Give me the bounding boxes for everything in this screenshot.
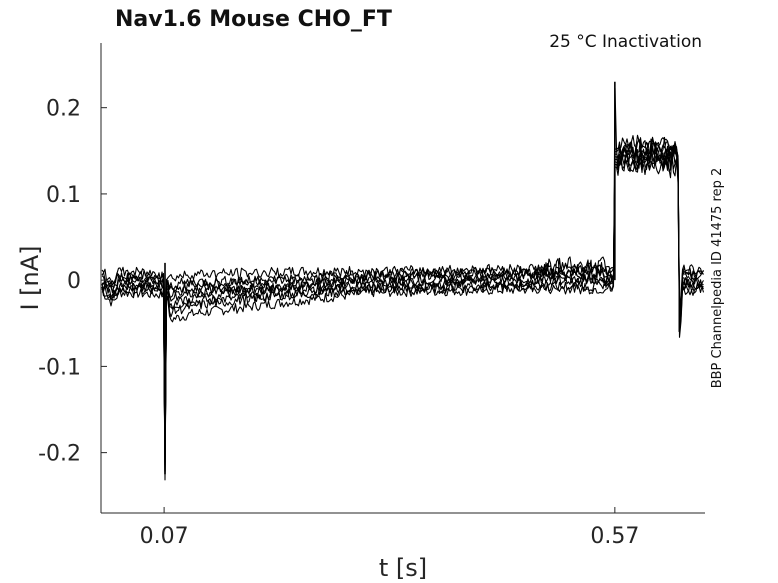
chart-subtitle: 25 °C Inactivation [549,32,702,52]
chart-title: Nav1.6 Mouse CHO_FT [115,7,392,32]
current-trace [101,136,704,463]
traces [101,81,705,481]
y-tick-label: 0.2 [46,97,81,122]
y-tick-label: -0.2 [38,442,81,467]
y-axis-label: I [nA] [16,245,44,310]
y-tick-label: 0.1 [46,183,81,208]
current-trace [101,136,704,465]
y-tick-label: 0 [67,269,81,294]
channelpedia-id-note: BBP Channelpedia ID 41475 rep 2 [710,168,725,389]
current-trace [101,147,704,481]
y-ticks: 0.2 0.1 0 -0.1 -0.2 [38,97,107,467]
x-tick-label: 0.07 [140,524,189,549]
current-trace [101,144,704,473]
current-trace [101,134,704,467]
current-trace [101,87,704,472]
x-tick-label: 0.57 [590,524,639,549]
plot-area: 0.2 0.1 0 -0.1 -0.2 0.07 0.57 [38,43,705,549]
y-tick-label: -0.1 [38,355,81,380]
x-ticks: 0.07 0.57 [140,507,639,549]
x-axis-label: t [s] [379,554,427,582]
current-trace [101,142,704,472]
current-trace [101,142,704,466]
